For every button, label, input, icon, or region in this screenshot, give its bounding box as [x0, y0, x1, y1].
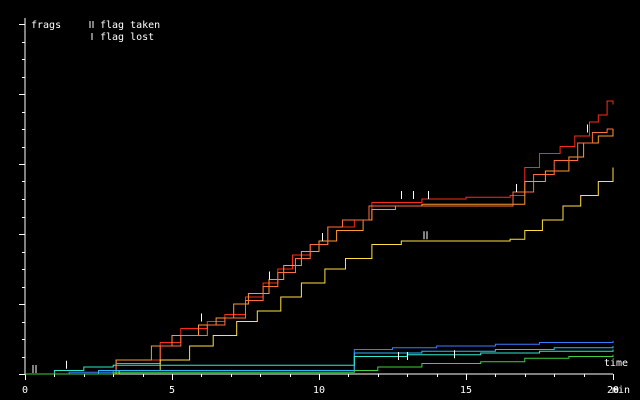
x-axis-label: time	[604, 358, 628, 369]
y-axis-label: frags	[31, 20, 61, 31]
legend-label-flag-lost: flag lost	[100, 32, 154, 43]
x-tick-label: 15	[460, 385, 472, 396]
x-tick-label: 20	[607, 385, 619, 396]
axes: 0 5 10 15 20	[19, 18, 619, 396]
legend-marker-flag-taken	[89, 21, 94, 28]
series-line-4	[25, 167, 614, 375]
series-line-1	[25, 100, 614, 375]
flag-events-layer	[32, 124, 588, 373]
flag-taken-marker	[423, 231, 428, 240]
series-line-6	[25, 346, 614, 375]
x-tick-label: 10	[313, 385, 325, 396]
series-line-3	[25, 128, 613, 375]
series-line-8	[25, 354, 614, 375]
flag-taken-marker	[32, 364, 37, 373]
series-layer	[25, 100, 614, 375]
legend: flag taken flag lost	[89, 20, 160, 43]
x-tick-label: 5	[169, 385, 175, 396]
series-line-7	[25, 349, 614, 375]
x-tick-label: 0	[22, 385, 28, 396]
series-line-2	[25, 129, 614, 375]
x-axis-unit: min	[612, 385, 630, 396]
series-line-5	[25, 340, 614, 375]
legend-label-flag-taken: flag taken	[100, 20, 160, 31]
